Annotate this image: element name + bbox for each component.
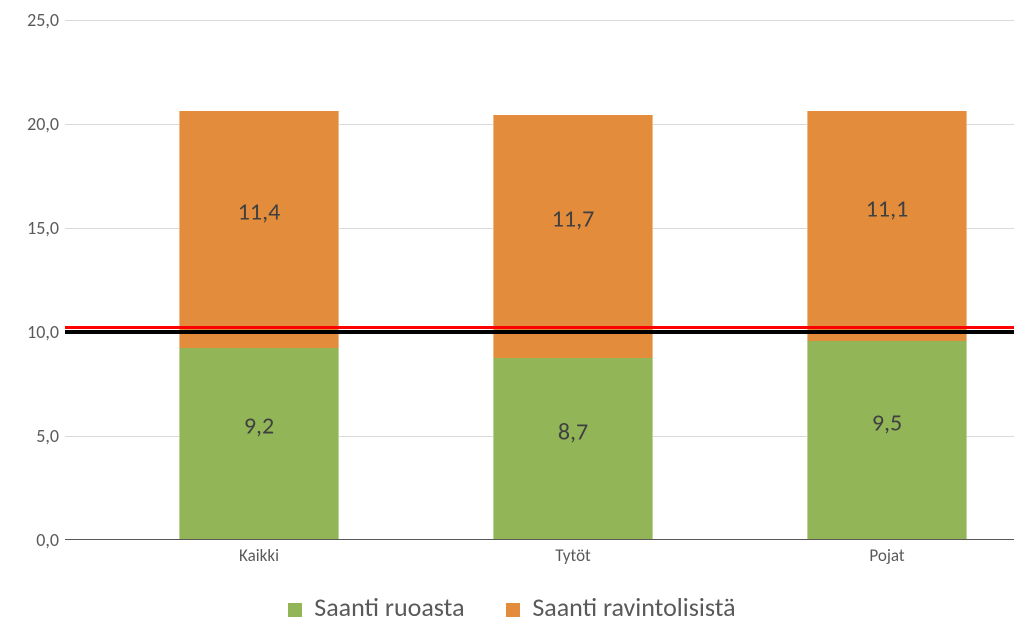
- category-label: Pojat: [807, 545, 967, 566]
- reference-line: [65, 330, 1014, 334]
- bar-value-bottom: 9,5: [807, 409, 967, 438]
- y-tick-label: 15,0: [9, 217, 59, 239]
- gridline: [65, 20, 1014, 21]
- bar-segment-bottom: [493, 358, 653, 539]
- bar-segment-top: [493, 115, 653, 358]
- reference-line: [65, 326, 1014, 329]
- y-tick-label: 0,0: [9, 529, 59, 551]
- legend-label-0: Saanti ruoasta: [314, 591, 464, 623]
- plot-area: 9,2 11,4 8,7 11,7 9,5 11,1: [65, 20, 1014, 540]
- legend-swatch-1: [506, 603, 520, 617]
- y-tick-label: 25,0: [9, 9, 59, 31]
- legend-label-1: Saanti ravintolisistä: [532, 591, 735, 623]
- bar-value-bottom: 8,7: [493, 417, 653, 446]
- y-tick-label: 5,0: [9, 425, 59, 447]
- legend-item-1: Saanti ravintolisistä: [506, 591, 735, 623]
- legend-swatch-0: [288, 603, 302, 617]
- y-tick-label: 20,0: [9, 113, 59, 135]
- bar-value-top: 11,1: [807, 194, 967, 223]
- bar-segment-bottom: [179, 348, 339, 539]
- y-tick-label: 10,0: [9, 321, 59, 343]
- legend: Saanti ruoasta Saanti ravintolisistä: [10, 588, 1014, 623]
- bar-segment-bottom: [807, 341, 967, 539]
- stacked-bar-chart: 9,2 11,4 8,7 11,7 9,5 11,1 0,0 5,0 10,0 15,0 20,0…: [10, 10, 1014, 625]
- bar-value-top: 11,7: [493, 205, 653, 234]
- bar-value-bottom: 9,2: [179, 412, 339, 441]
- category-label: Kaikki: [179, 545, 339, 566]
- bar-segment-top: [179, 111, 339, 348]
- bar-segment-top: [807, 111, 967, 342]
- legend-item-0: Saanti ruoasta: [288, 591, 464, 623]
- bar-value-top: 11,4: [179, 198, 339, 227]
- category-label: Tytöt: [493, 545, 653, 566]
